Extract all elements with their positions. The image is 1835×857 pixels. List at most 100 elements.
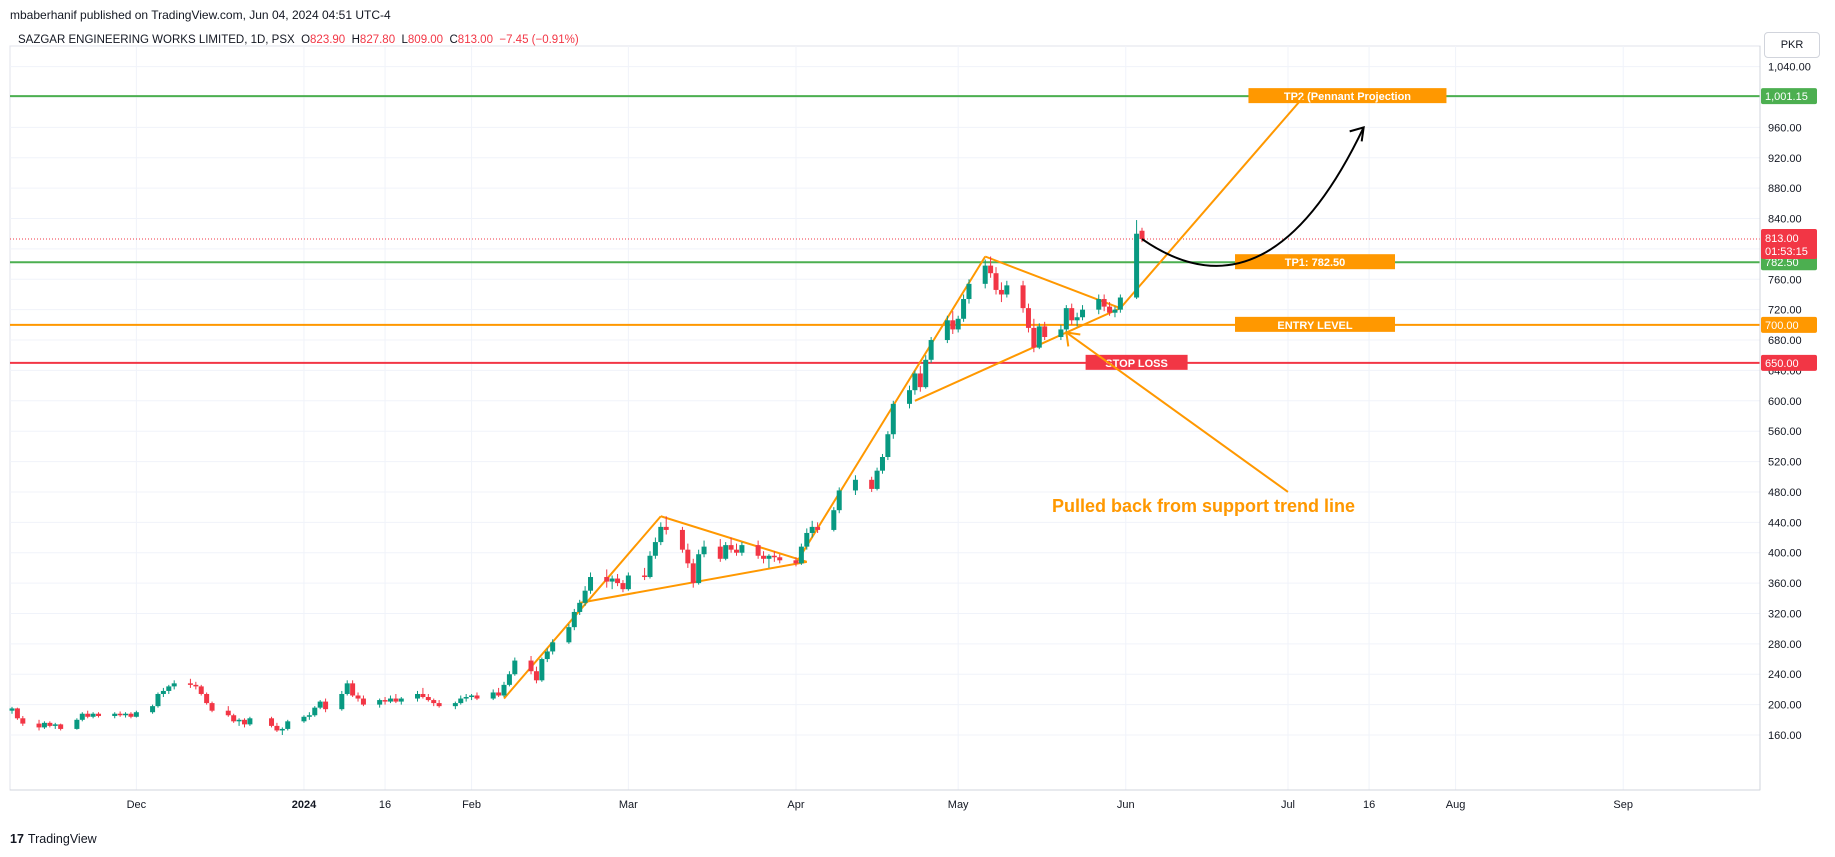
candle-body [85,713,91,717]
level-label-tp2: TP2 (Pennant Projection [1284,91,1411,103]
x-tick-label: 16 [1363,799,1375,811]
x-tick-label: Aug [1446,799,1466,811]
change-value: −7.45 (−0.91%) [499,34,579,46]
candle-body [490,692,496,699]
candle-body [1117,297,1123,310]
candle-body [231,715,237,722]
candle-body [1107,306,1113,313]
y-tick-label: 760.00 [1768,274,1802,286]
candle-body [279,728,285,731]
candle-body [604,577,610,582]
y-tick-label: 880.00 [1768,183,1802,195]
candle-body [874,470,880,489]
level-label-box-tp2 [1248,88,1447,104]
price-axis[interactable]: 160.00 200.00 240.00 280.00 320.00 360.00 400.… [1759,46,1811,790]
candle-body [1042,326,1048,338]
candle-body [501,684,507,696]
candle-body [1004,285,1010,295]
price-tag-box-tp2 [1761,88,1817,105]
candle-body [317,701,323,708]
candle-body [625,575,631,590]
x-tick-label: Mar [619,799,638,811]
candle-body [907,390,913,404]
y-tick-label: 240.00 [1768,669,1802,681]
candle-body [344,683,350,694]
x-tick-label: Feb [462,799,481,811]
candle-body [696,554,702,584]
candle-body [96,713,102,717]
close-value: 813.00 [457,34,493,46]
currency-button[interactable]: PKR [1764,32,1820,58]
candle-body [350,683,356,696]
y-tick-label: 560.00 [1768,426,1802,438]
candle-body [879,457,885,471]
candle-body [869,479,875,489]
low-label: L [401,34,408,46]
candle-body [463,697,469,699]
candle-body [528,660,534,672]
x-tick-label: 2024 [292,799,317,811]
candle-body [512,660,518,675]
candle-body [663,526,669,530]
level-label-box-stop [1085,354,1188,370]
tradingview-footer[interactable]: 17 TradingView [10,832,97,846]
candle-body [798,546,804,564]
candle-body [469,695,475,698]
price-tag-tp1: 782.50 [1765,257,1799,269]
candle-body [36,723,42,728]
tradingview-logo-icon: 17 [10,832,24,846]
candle-body [993,273,999,290]
candle-body [955,318,961,330]
candle-body [387,698,393,702]
tradingview-brand: TradingView [27,832,97,846]
candle-body [885,434,891,458]
candle-body [393,698,399,702]
time-axis[interactable]: Dec 2024 16 Feb Mar Apr May Jun Jul 16 Aug Sep [10,789,1760,811]
candle-body [155,693,161,707]
candle-body [550,642,556,652]
pointer-arrow-line [1065,331,1289,493]
candle-body [912,373,918,391]
candle-body [998,289,1004,295]
candle-body [685,549,691,564]
candle-body [1069,308,1075,321]
candle-body [306,715,312,717]
candle-body [425,697,431,701]
candle-body [79,713,85,720]
low-value: 809.00 [407,34,444,46]
candle-body [761,555,767,559]
candle-body [988,265,994,274]
price-tag-tp2: 1,001.15 [1765,91,1808,103]
candle-body [123,713,129,716]
candle-body [723,545,729,559]
x-tick-label: Sep [1613,799,1633,811]
projection-curve [1141,126,1365,267]
candle-body [1025,308,1031,328]
candle-body [1080,309,1086,318]
annotations: Pulled back from support trend line [1052,125,1365,516]
candle-body [150,706,156,713]
level-label-entry: ENTRY LEVEL [1277,320,1352,332]
candle-body [620,583,626,590]
candle-body [642,575,648,578]
candle-body [852,479,858,491]
candle-body [793,560,799,564]
candle-body [415,693,421,699]
level-label-tp1: TP1: 782.50 [1285,257,1346,269]
candle-body [658,526,664,543]
y-tick-label: 960.00 [1768,122,1802,134]
candle-body [47,722,53,726]
candle-body [377,700,383,705]
trendline [795,255,987,564]
y-tick-label: 400.00 [1768,548,1802,560]
close-label: C [449,34,458,46]
candle-body [809,526,815,533]
annotation-text: Pulled back from support trend line [1052,496,1355,516]
candle-body [225,710,231,716]
countdown-tag: 01:53:15 [1765,246,1808,258]
candle-body [1096,299,1102,310]
candle-body [198,686,204,694]
trendline [1119,95,1305,309]
